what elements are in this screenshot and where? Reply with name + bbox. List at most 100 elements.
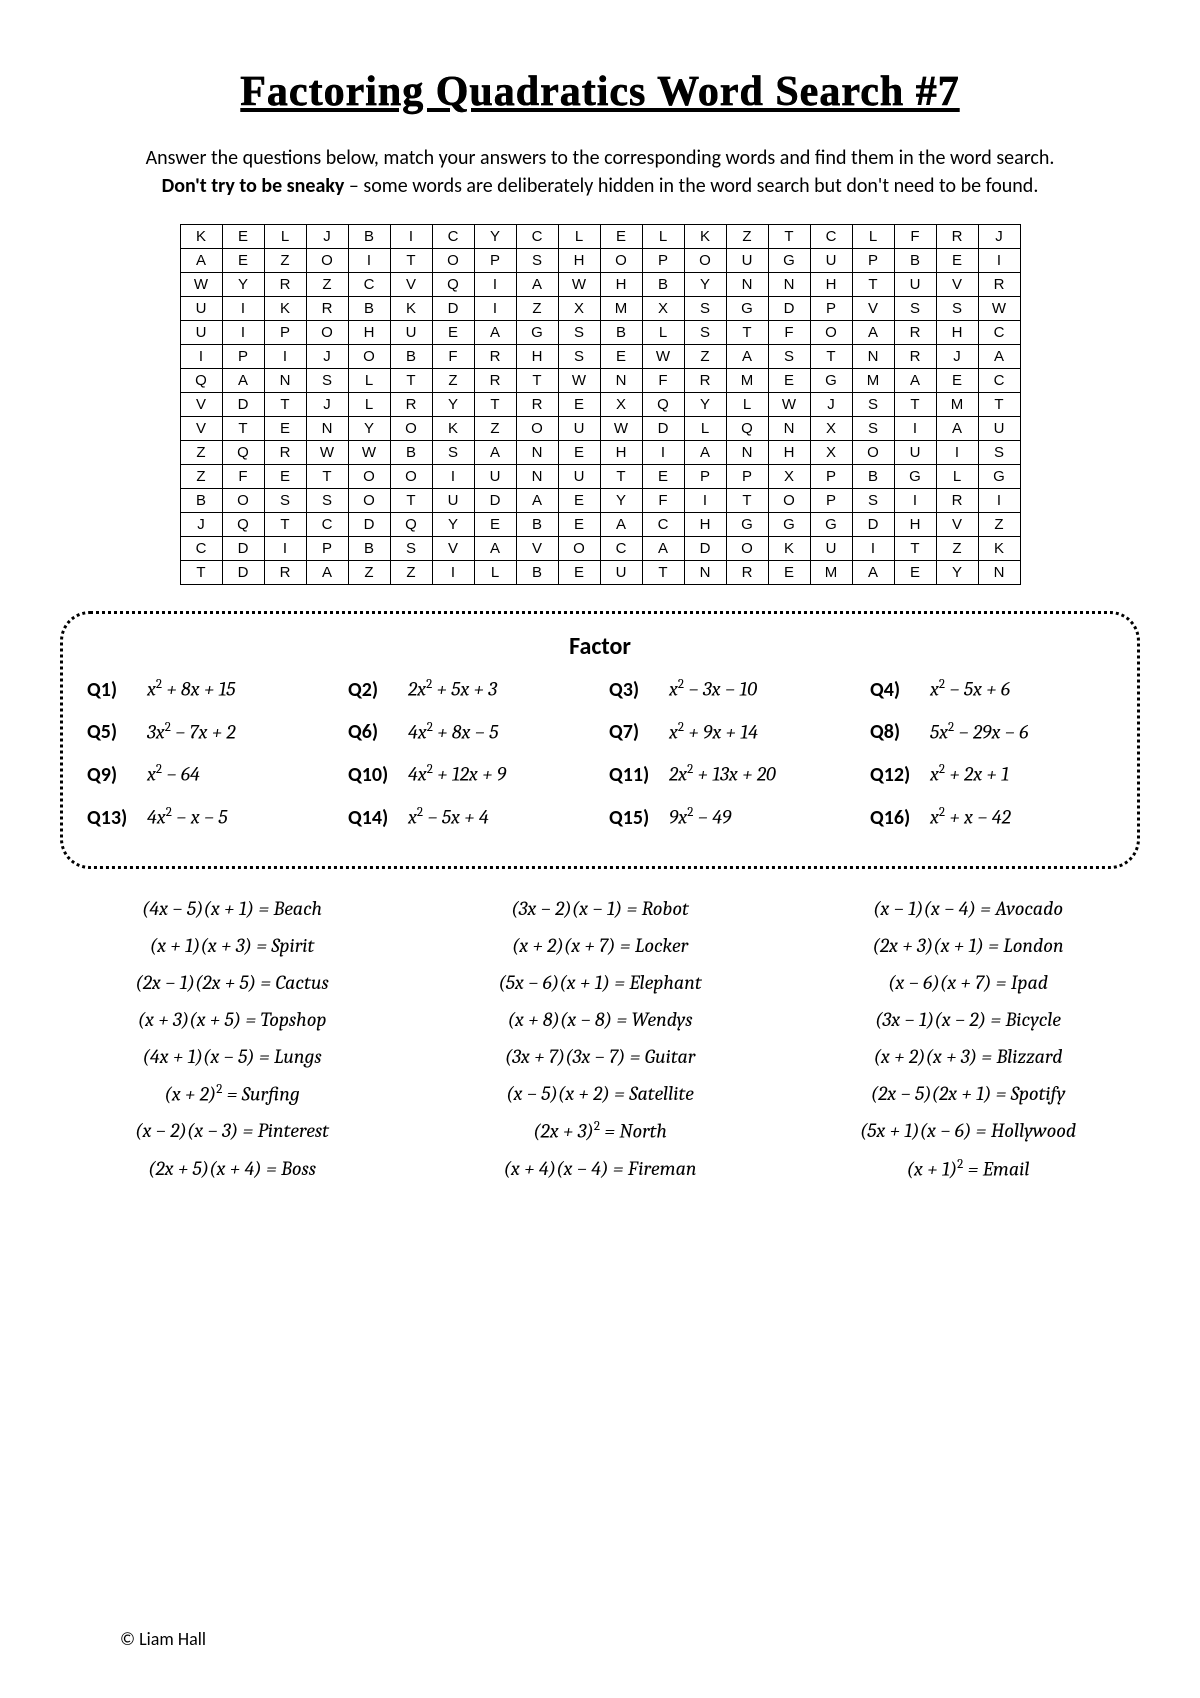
grid-cell: F	[768, 321, 810, 345]
grid-cell: C	[642, 513, 684, 537]
grid-cell: S	[516, 249, 558, 273]
grid-cell: T	[642, 561, 684, 585]
grid-cell: Y	[432, 393, 474, 417]
grid-cell: T	[264, 393, 306, 417]
grid-cell: C	[432, 225, 474, 249]
question-expression: x2 − 64	[147, 762, 200, 786]
grid-cell: A	[600, 513, 642, 537]
grid-cell: D	[642, 417, 684, 441]
question: Q4)x2 − 5x + 6	[870, 677, 1113, 702]
question-expression: 2x2 + 13x + 20	[669, 762, 776, 786]
grid-cell: T	[222, 417, 264, 441]
grid-cell: V	[516, 537, 558, 561]
grid-cell: Z	[306, 273, 348, 297]
question-label: Q7)	[609, 720, 657, 744]
grid-cell: U	[558, 465, 600, 489]
grid-cell: Z	[180, 465, 222, 489]
grid-cell: X	[810, 441, 852, 465]
grid-cell: U	[432, 489, 474, 513]
grid-cell: S	[768, 345, 810, 369]
grid-cell: E	[432, 321, 474, 345]
grid-cell: P	[684, 465, 726, 489]
question: Q13)4x2 − x − 5	[87, 805, 330, 830]
grid-cell: J	[810, 393, 852, 417]
question: Q8)5x2 − 29x − 6	[870, 720, 1113, 745]
grid-cell: Q	[390, 513, 432, 537]
grid-cell: V	[852, 297, 894, 321]
grid-cell: T	[894, 537, 936, 561]
grid-cell: W	[348, 441, 390, 465]
grid-cell: O	[684, 249, 726, 273]
grid-cell: I	[936, 441, 978, 465]
grid-cell: N	[726, 273, 768, 297]
grid-cell: D	[348, 513, 390, 537]
grid-cell: Q	[180, 369, 222, 393]
grid-cell: X	[600, 393, 642, 417]
grid-cell: O	[432, 249, 474, 273]
grid-cell: T	[390, 369, 432, 393]
answer-item: (2x − 1)(2x + 5) = Cactus	[60, 971, 404, 994]
grid-cell: K	[684, 225, 726, 249]
grid-cell: Z	[264, 249, 306, 273]
grid-cell: J	[306, 225, 348, 249]
worksheet-page: Factoring Quadratics Word Search #7 Answ…	[0, 0, 1200, 1698]
grid-cell: D	[432, 297, 474, 321]
grid-cell: W	[180, 273, 222, 297]
answer-item: (5x − 6)(x + 1) = Elephant	[428, 971, 772, 994]
grid-cell: Z	[180, 441, 222, 465]
grid-cell: R	[306, 297, 348, 321]
grid-cell: C	[180, 537, 222, 561]
grid-cell: I	[978, 249, 1020, 273]
question-label: Q2)	[348, 678, 396, 702]
grid-cell: H	[684, 513, 726, 537]
grid-cell: Y	[684, 393, 726, 417]
grid-cell: U	[558, 417, 600, 441]
grid-cell: C	[306, 513, 348, 537]
grid-cell: R	[684, 369, 726, 393]
grid-cell: E	[642, 465, 684, 489]
grid-cell: J	[306, 345, 348, 369]
grid-cell: D	[684, 537, 726, 561]
grid-cell: U	[474, 465, 516, 489]
grid-cell: Y	[348, 417, 390, 441]
grid-cell: E	[768, 561, 810, 585]
grid-cell: B	[600, 321, 642, 345]
grid-cell: T	[852, 273, 894, 297]
grid-cell: S	[264, 489, 306, 513]
grid-cell: H	[936, 321, 978, 345]
questions-grid: Q1)x2 + 8x + 15Q2)2x2 + 5x + 3Q3)x2 − 3x…	[87, 677, 1113, 830]
grid-cell: B	[642, 273, 684, 297]
grid-cell: C	[600, 537, 642, 561]
question: Q5)3x2 − 7x + 2	[87, 720, 330, 745]
question-label: Q15)	[609, 806, 657, 830]
grid-cell: P	[726, 465, 768, 489]
grid-cell: B	[852, 465, 894, 489]
grid-cell: V	[390, 273, 432, 297]
answer-item: (2x − 5)(2x + 1) = Spotify	[796, 1082, 1140, 1106]
grid-cell: P	[810, 465, 852, 489]
grid-cell: Y	[432, 513, 474, 537]
grid-cell: F	[642, 489, 684, 513]
grid-cell: O	[348, 489, 390, 513]
question: Q1) x2 + 8x + 15	[87, 677, 330, 702]
grid-cell: L	[726, 393, 768, 417]
grid-cell: A	[516, 273, 558, 297]
grid-cell: F	[894, 225, 936, 249]
grid-cell: N	[684, 561, 726, 585]
answer-item: (x − 6)(x + 7) = Ipad	[796, 971, 1140, 994]
grid-cell: N	[516, 465, 558, 489]
grid-cell: B	[516, 513, 558, 537]
grid-cell: S	[852, 393, 894, 417]
grid-cell: M	[726, 369, 768, 393]
grid-cell: D	[222, 537, 264, 561]
instructions: Answer the questions below, match your a…	[140, 144, 1060, 200]
grid-cell: J	[978, 225, 1020, 249]
question-expression: x2 + 2x + 1	[930, 762, 1009, 786]
grid-cell: R	[894, 345, 936, 369]
question-expression: x2 + 8x + 15	[147, 677, 235, 701]
grid-cell: E	[222, 249, 264, 273]
grid-cell: A	[726, 345, 768, 369]
question-label: Q3)	[609, 678, 657, 702]
grid-cell: Z	[432, 369, 474, 393]
question-label: Q1)	[87, 678, 135, 702]
